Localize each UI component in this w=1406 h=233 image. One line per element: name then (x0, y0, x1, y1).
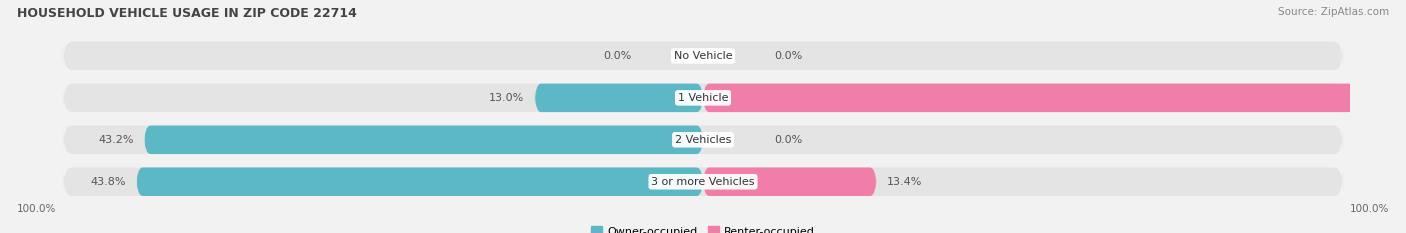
FancyBboxPatch shape (534, 84, 703, 112)
FancyBboxPatch shape (145, 126, 703, 154)
Legend: Owner-occupied, Renter-occupied: Owner-occupied, Renter-occupied (586, 222, 820, 233)
Text: 13.4%: 13.4% (887, 177, 922, 187)
Text: 43.8%: 43.8% (90, 177, 127, 187)
FancyBboxPatch shape (63, 167, 1343, 197)
Text: 43.2%: 43.2% (98, 135, 134, 145)
Text: No Vehicle: No Vehicle (673, 51, 733, 61)
Text: 0.0%: 0.0% (603, 51, 631, 61)
Text: 100.0%: 100.0% (17, 204, 56, 214)
FancyBboxPatch shape (136, 168, 703, 196)
FancyBboxPatch shape (63, 41, 1343, 71)
Text: 2 Vehicles: 2 Vehicles (675, 135, 731, 145)
Text: 0.0%: 0.0% (775, 51, 803, 61)
FancyBboxPatch shape (63, 125, 1343, 155)
Text: Source: ZipAtlas.com: Source: ZipAtlas.com (1278, 7, 1389, 17)
Text: 13.0%: 13.0% (489, 93, 524, 103)
FancyBboxPatch shape (703, 168, 876, 196)
Text: HOUSEHOLD VEHICLE USAGE IN ZIP CODE 22714: HOUSEHOLD VEHICLE USAGE IN ZIP CODE 2271… (17, 7, 357, 20)
Text: 1 Vehicle: 1 Vehicle (678, 93, 728, 103)
FancyBboxPatch shape (63, 83, 1343, 113)
Text: 0.0%: 0.0% (775, 135, 803, 145)
Text: 3 or more Vehicles: 3 or more Vehicles (651, 177, 755, 187)
Text: 100.0%: 100.0% (1350, 204, 1389, 214)
FancyBboxPatch shape (703, 84, 1406, 112)
